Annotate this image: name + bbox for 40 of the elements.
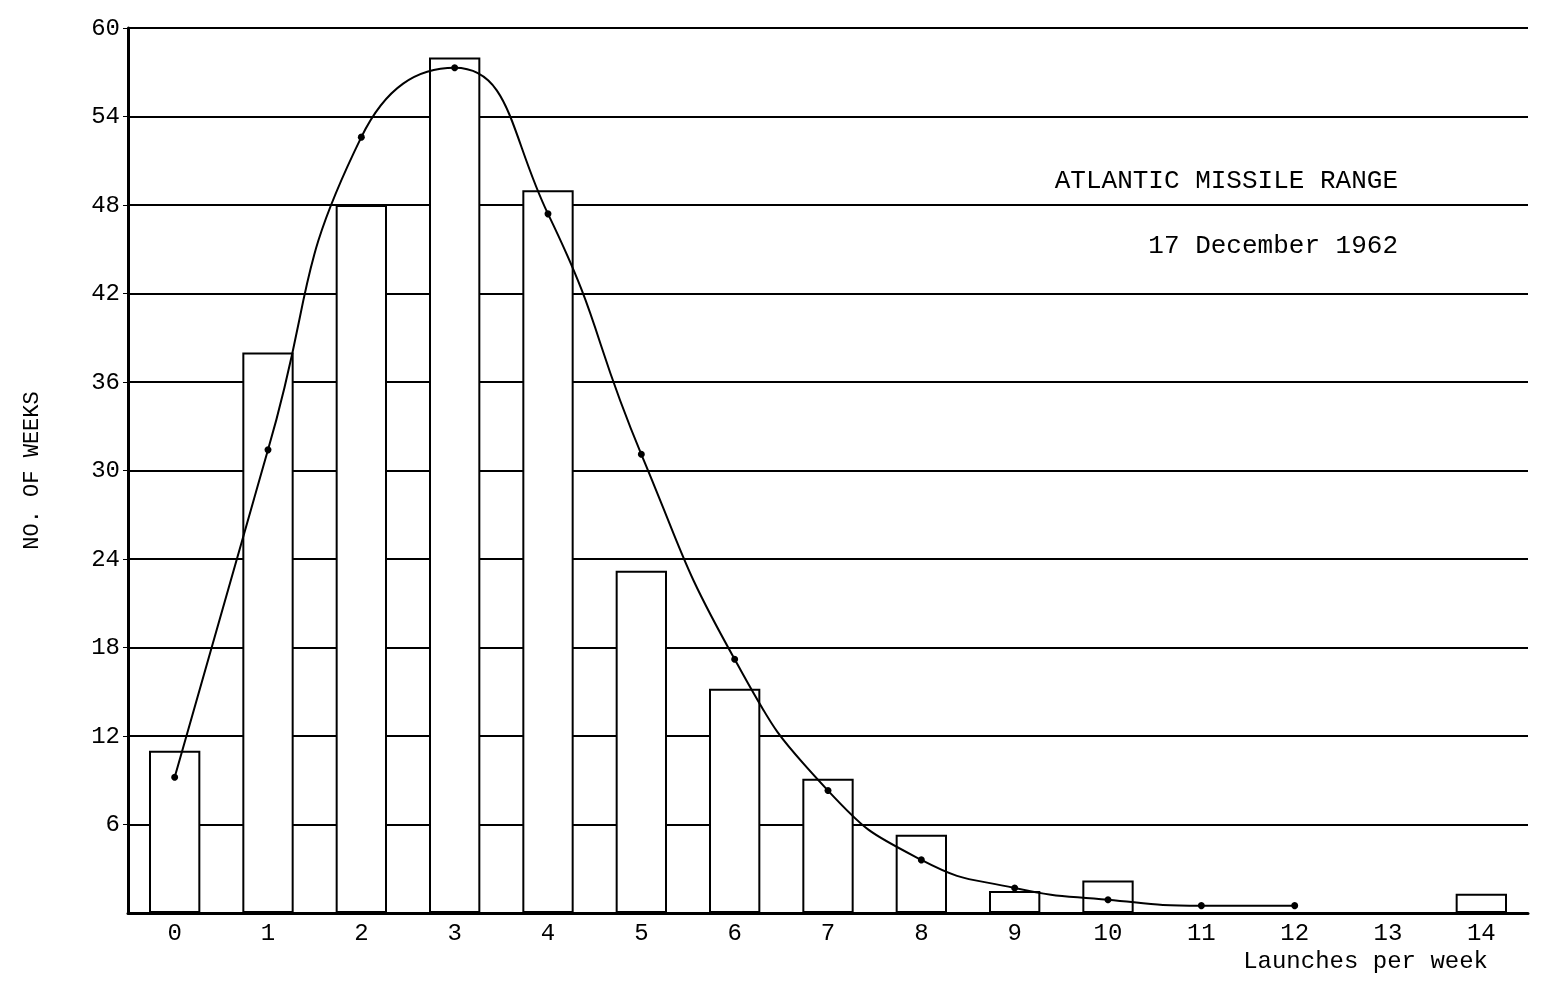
x-tick-label: 4 bbox=[540, 919, 556, 947]
y-tick-label: 36 bbox=[91, 368, 120, 396]
y-tick-label: 60 bbox=[91, 14, 120, 42]
y-tick-label: 6 bbox=[105, 811, 120, 838]
point bbox=[637, 450, 645, 458]
point bbox=[1197, 902, 1205, 910]
x-tick-label: 7 bbox=[820, 919, 836, 947]
x-tick-label: 12 bbox=[1280, 919, 1310, 947]
y-tick-label: 48 bbox=[91, 191, 120, 219]
y-tick-label: 54 bbox=[91, 103, 120, 130]
x-tick-label: 6 bbox=[727, 919, 742, 947]
point bbox=[731, 655, 739, 663]
point bbox=[1011, 884, 1019, 892]
y-tick-label: 18 bbox=[91, 634, 120, 661]
y-tick-label: 30 bbox=[91, 457, 120, 484]
y-tick-label: 12 bbox=[91, 722, 120, 750]
point bbox=[451, 64, 459, 72]
point bbox=[357, 133, 365, 141]
annotation: 17 December 1962 bbox=[1148, 231, 1398, 261]
x-tick-label: 5 bbox=[634, 919, 649, 947]
point bbox=[171, 773, 179, 781]
x-tick-label: 13 bbox=[1373, 919, 1403, 947]
annotation: ATLANTIC MISSILE RANGE bbox=[1054, 166, 1399, 196]
y-tick-label: 24 bbox=[91, 545, 120, 573]
x-tick-label: 0 bbox=[167, 919, 182, 947]
x-tick-label: 8 bbox=[914, 919, 929, 947]
y-tick-label: 42 bbox=[91, 280, 120, 307]
x-tick-label: 1 bbox=[260, 919, 276, 947]
point bbox=[1104, 896, 1112, 904]
point bbox=[824, 787, 832, 795]
x-tick-label: 2 bbox=[354, 919, 369, 947]
point bbox=[1291, 902, 1299, 910]
x-tick-label: 3 bbox=[447, 919, 462, 947]
x-tick-label: 10 bbox=[1093, 919, 1123, 947]
point bbox=[917, 856, 925, 864]
x-tick-label: 11 bbox=[1186, 919, 1216, 947]
x-axis-title: Launches per week bbox=[1243, 947, 1488, 975]
x-tick-label: 14 bbox=[1466, 919, 1496, 947]
y-axis-title: NO. OF WEEKS bbox=[19, 391, 45, 550]
x-tick-label: 9 bbox=[1007, 919, 1022, 947]
